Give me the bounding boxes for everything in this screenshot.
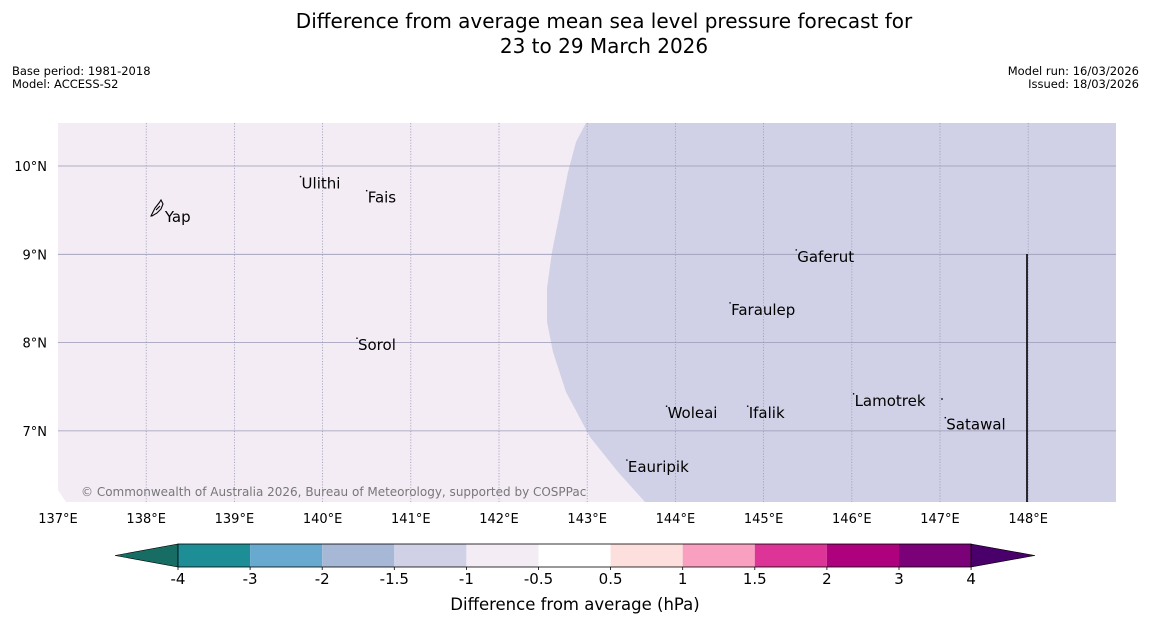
frame-corner <box>58 490 66 502</box>
lat-tick-label: 9°N <box>23 248 48 263</box>
colorbar-segment <box>899 544 972 567</box>
place-label-sorol: Sorol <box>358 336 396 354</box>
lon-tick-label: 140°E <box>303 512 343 527</box>
issued-date: Issued: 18/03/2026 <box>1028 77 1139 91</box>
model-name: Model: ACCESS-S2 <box>12 77 119 91</box>
colorbar-tick-label: 1.5 <box>743 570 767 588</box>
colorbar-segment <box>394 544 467 567</box>
place-label-lamotrek: Lamotrek <box>855 392 926 410</box>
colorbar: -4 -3 -2 -1.5 -1 -0.5 0.5 1 1.5 2 3 4 <box>114 543 1036 588</box>
island-marker <box>626 459 628 461</box>
lat-tick-label: 10°N <box>14 160 47 175</box>
island-marker <box>795 249 798 251</box>
colorbar-max-extension <box>970 543 1036 568</box>
model-run: Model run: 16/03/2026 <box>1007 64 1139 78</box>
colorbar-title: Difference from average (hPa) <box>450 595 699 614</box>
place-label-ifalik: Ifalik <box>749 404 785 422</box>
colorbar-tick-label: -1 <box>459 570 474 588</box>
base-period: Base period: 1981-2018 <box>12 64 151 78</box>
colorbar-segment <box>610 544 683 567</box>
colorbar-tick-label: -0.5 <box>524 570 553 588</box>
lon-tick-label: 147°E <box>920 512 960 527</box>
island-marker <box>944 416 947 419</box>
island-marker <box>365 189 368 192</box>
place-label-fais: Fais <box>368 189 397 207</box>
lon-tick-label: 139°E <box>215 512 255 527</box>
place-labels: Yap Ulithi Fais Gaferut Faraulep Sorol Woleai I… <box>164 175 1006 476</box>
colorbar-min-extension <box>114 543 179 568</box>
meta-right: Model run: 16/03/2026 Issued: 18/03/2026 <box>1008 65 1139 91</box>
colorbar-segment <box>682 544 755 567</box>
place-label-ulithi: Ulithi <box>302 175 341 193</box>
lon-tick-label: 143°E <box>567 512 607 527</box>
island-marker <box>665 405 668 407</box>
island-marker <box>852 393 855 395</box>
axis-ticks: 137°E 138°E 139°E 140°E 141°E 142°E 143°E 144°E… <box>14 160 1048 527</box>
lat-tick-label: 7°N <box>23 425 48 440</box>
lon-tick-label: 138°E <box>126 512 166 527</box>
island-marker <box>746 405 749 407</box>
colorbar-tick-label: -4 <box>171 570 186 588</box>
colorbar-tick-label: 4 <box>966 570 976 588</box>
colorbar-tick-label: 3 <box>894 570 904 588</box>
colorbar-segment <box>826 544 899 567</box>
title-line-1: Difference from average mean sea level p… <box>295 9 913 33</box>
island-marker <box>356 337 358 339</box>
anomaly-region <box>547 123 1116 502</box>
atoll-dot <box>941 398 943 400</box>
colorbar-tick-label: 2 <box>822 570 832 588</box>
lon-tick-label: 145°E <box>744 512 784 527</box>
lon-tick-label: 137°E <box>38 512 78 527</box>
place-label-yap: Yap <box>164 208 191 226</box>
place-label-woleai: Woleai <box>668 404 718 422</box>
colorbar-tick-label: 0.5 <box>599 570 623 588</box>
place-label-gaferut: Gaferut <box>797 248 854 266</box>
map-title: Difference from average mean sea level p… <box>0 9 1150 59</box>
lon-tick-label: 144°E <box>656 512 696 527</box>
lon-tick-label: 142°E <box>479 512 519 527</box>
title-line-2: 23 to 29 March 2026 <box>499 34 709 58</box>
place-label-satawal: Satawal <box>946 416 1005 434</box>
lon-tick-label: 146°E <box>832 512 872 527</box>
lat-tick-label: 8°N <box>23 337 48 352</box>
colorbar-segment <box>250 544 323 567</box>
meta-left: Base period: 1981-2018 Model: ACCESS-S2 <box>12 65 151 91</box>
yap-island-shape <box>150 198 164 217</box>
colorbar-segment <box>538 544 611 567</box>
island-marker <box>729 302 731 304</box>
place-label-eauripik: Eauripik <box>628 458 689 476</box>
colorbar-tick-label: -3 <box>243 570 258 588</box>
gridlines <box>58 123 1116 502</box>
colorbar-tick-label: 1 <box>678 570 688 588</box>
colorbar-tick-label: -1.5 <box>380 570 409 588</box>
colorbar-segment <box>322 544 395 567</box>
colorbar-segment <box>754 544 827 567</box>
island-marker <box>299 175 302 178</box>
place-label-faraulep: Faraulep <box>731 301 795 319</box>
lon-tick-label: 141°E <box>391 512 431 527</box>
colorbar-segment <box>178 544 251 567</box>
colorbar-outline <box>177 543 972 568</box>
copyright-text: © Commonwealth of Australia 2026, Bureau… <box>81 485 586 499</box>
colorbar-segment <box>466 544 539 567</box>
colorbar-tick-label: -2 <box>315 570 330 588</box>
lon-tick-label: 148°E <box>1008 512 1048 527</box>
